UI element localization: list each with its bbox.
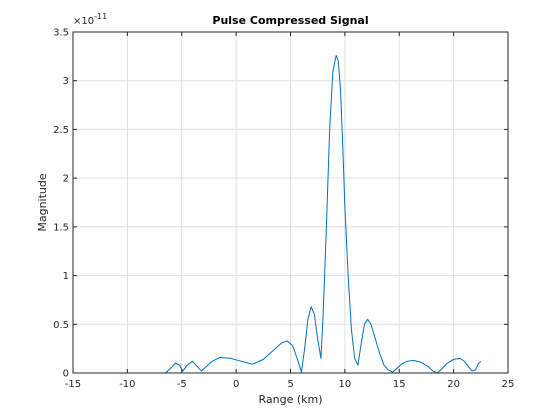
x-tick-label: 15 [393, 379, 406, 390]
chart-title: Pulse Compressed Signal [212, 14, 368, 27]
x-tick-label: 5 [287, 379, 293, 390]
y-tick-label: 3 [63, 76, 69, 87]
x-tick-label: 25 [502, 379, 515, 390]
x-tick-label: -5 [177, 379, 187, 390]
y-tick-label: 2.5 [53, 125, 69, 136]
signal-line [73, 54, 482, 374]
y-tick-label: 2 [63, 174, 69, 185]
plot-area [72, 31, 509, 374]
y-tick-label: 1 [63, 271, 69, 282]
x-tick-label: 10 [339, 379, 352, 390]
x-gridlines [72, 32, 509, 373]
y-exponent-label: ×10-11 [73, 12, 107, 27]
x-tick-marks [72, 32, 509, 373]
y-tick-labels: 0 0.5 1 1.5 2 2.5 3 3.5 [53, 28, 69, 380]
x-tick-labels: -15 -10 -5 0 5 10 15 20 25 [65, 379, 515, 390]
x-tick-label: -15 [65, 379, 81, 390]
y-tick-label: 0.5 [53, 320, 69, 331]
x-tick-label: 20 [447, 379, 460, 390]
x-axis-label: Range (km) [258, 393, 322, 406]
y-axis-label: Magnitude [36, 173, 49, 232]
y-tick-label: 0 [63, 369, 69, 380]
x-tick-label: 0 [233, 379, 239, 390]
y-tick-marks [73, 31, 508, 374]
y-tick-label: 1.5 [53, 222, 69, 233]
y-tick-label: 3.5 [53, 28, 69, 39]
x-tick-label: -10 [119, 379, 135, 390]
